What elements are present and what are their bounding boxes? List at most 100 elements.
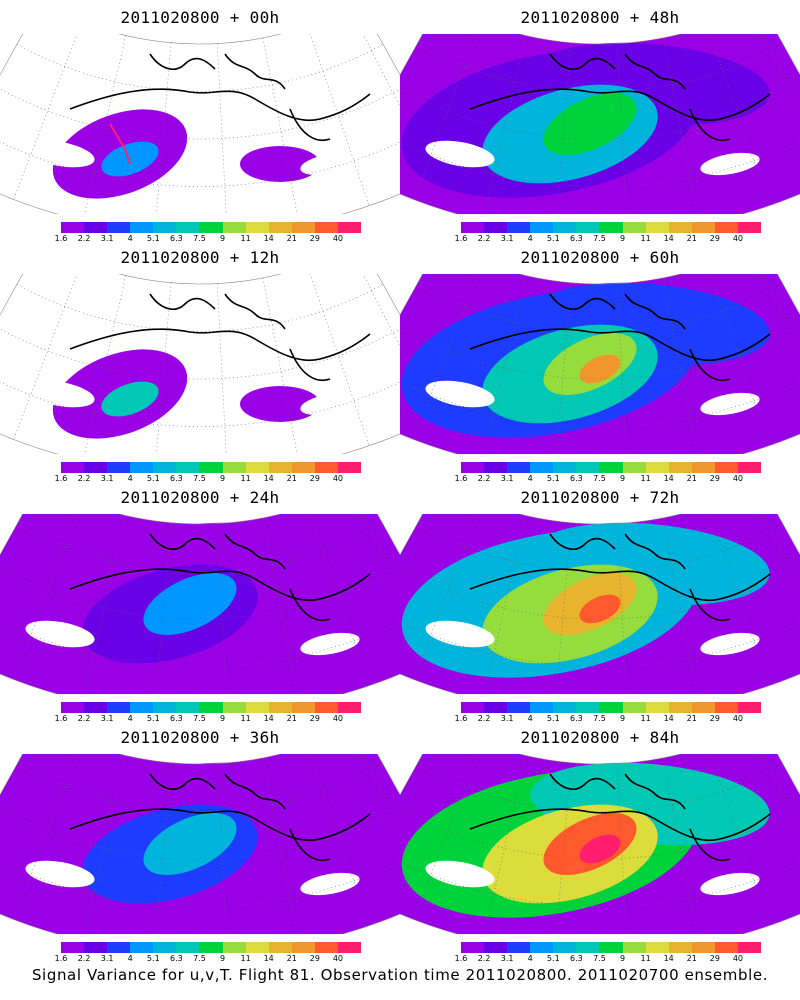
colorbar-swatch — [714, 222, 738, 233]
colorbar-label: 9 — [219, 234, 226, 243]
map-background — [0, 34, 400, 214]
colorbar-swatch — [461, 222, 485, 233]
colorbar-label: 6.3 — [170, 474, 183, 483]
colorbar-label: 6.3 — [170, 714, 183, 723]
colorbar-swatch — [245, 222, 269, 233]
colorbar-label: 14 — [663, 234, 674, 243]
field-gap — [700, 872, 760, 896]
colorbar-label: 5.1 — [146, 714, 160, 723]
field-gap — [425, 620, 495, 648]
colorbar-swatch — [645, 462, 669, 473]
colorbar-label: 21 — [686, 714, 697, 723]
colorbar-label: 14 — [663, 474, 674, 483]
colorbar-swatch — [337, 462, 362, 473]
colorbar-label: 3.1 — [500, 954, 514, 963]
colorbar-label: 40 — [332, 234, 344, 243]
colorbar-label: 11 — [240, 474, 251, 483]
colorbar-swatch — [314, 222, 338, 233]
colorbar-label: 5.1 — [146, 474, 160, 483]
coastline — [469, 773, 771, 861]
grid-parallel — [0, 88, 400, 140]
grid-parallel — [0, 808, 400, 860]
colorbar-label: 7.5 — [593, 954, 606, 963]
signal-field-core — [101, 141, 159, 177]
colorbar-p36: 1.6 2.2 3.1 4 5.1 6.3 7.5 9 11 14 21 29 40 — [55, 942, 362, 966]
coastline — [69, 773, 371, 861]
colorbar-label: 29 — [709, 954, 720, 963]
colorbar-swatch — [153, 702, 177, 713]
colorbar-label: 11 — [640, 234, 651, 243]
colorbar-label: 4 — [127, 234, 133, 243]
colorbar-label: 5.1 — [546, 714, 560, 723]
grid-parallel — [16, 763, 384, 812]
coastline — [469, 293, 771, 381]
grid-parallel — [416, 43, 784, 92]
grid-parallel — [400, 328, 800, 380]
colorbar-swatch — [599, 702, 623, 713]
signal-field-east — [240, 386, 320, 422]
field-gap — [425, 860, 495, 888]
colorbar-label: 3.1 — [100, 474, 114, 483]
colorbar-swatch — [337, 702, 362, 713]
colorbar-swatch — [61, 462, 85, 473]
grid-parallel — [16, 283, 384, 332]
colorbar-label: 29 — [309, 714, 320, 723]
colorbar-swatch — [668, 222, 692, 233]
colorbar-swatch — [222, 702, 246, 713]
field-gap — [300, 872, 360, 896]
colorbar-swatch — [107, 702, 131, 713]
colorbar-label: 40 — [732, 954, 744, 963]
colorbar-label: 11 — [240, 954, 251, 963]
colorbar-label: 7.5 — [193, 234, 206, 243]
field-gap — [700, 632, 760, 656]
colorbar-swatch — [599, 222, 623, 233]
colorbar-label: 1.6 — [454, 474, 468, 483]
map-panel-p48 — [400, 34, 800, 214]
colorbar-label: 40 — [732, 714, 744, 723]
colorbar-swatch — [668, 462, 692, 473]
colorbar-swatch — [61, 702, 85, 713]
colorbar-label: 11 — [640, 714, 651, 723]
colorbar-label: 29 — [309, 474, 320, 483]
colorbar-swatch — [130, 462, 154, 473]
signal-field-peak — [579, 834, 621, 864]
colorbar-label: 2.2 — [77, 234, 91, 243]
colorbar-label: 9 — [619, 954, 626, 963]
colorbar-label: 1.6 — [54, 954, 68, 963]
colorbar-label: 7.5 — [593, 474, 606, 483]
grid-parallel — [16, 523, 384, 572]
colorbar-label: 3.1 — [100, 714, 114, 723]
colorbar-swatch — [507, 942, 531, 953]
colorbar-swatch — [107, 222, 131, 233]
colorbar-label: 4 — [527, 714, 533, 723]
colorbar-label: 9 — [619, 234, 626, 243]
colorbar-swatch — [737, 222, 762, 233]
map-boundary — [0, 34, 400, 214]
colorbar-swatch — [268, 462, 292, 473]
figure-caption: Signal Variance for u,v,T. Flight 81. Ob… — [31, 966, 769, 984]
colorbar-swatch — [691, 462, 715, 473]
colorbar-swatch — [268, 222, 292, 233]
colorbar-swatch — [691, 222, 715, 233]
colorbar-label: 5.1 — [146, 954, 160, 963]
colorbar-label: 21 — [286, 954, 297, 963]
colorbar-swatch — [645, 702, 669, 713]
colorbar-label: 2.2 — [77, 474, 91, 483]
colorbar-swatch — [84, 702, 108, 713]
colorbar-swatch — [576, 462, 600, 473]
colorbar-swatch — [199, 222, 223, 233]
panel-title-p12: 2011020800 + 12h — [120, 248, 280, 267]
colorbar-label: 14 — [263, 474, 274, 483]
colorbar-label: 2.2 — [477, 474, 491, 483]
colorbar-swatch — [176, 942, 200, 953]
colorbar-swatch — [130, 702, 154, 713]
colorbar-swatch — [84, 222, 108, 233]
colorbar-label: 21 — [286, 474, 297, 483]
colorbar-swatch — [130, 222, 154, 233]
colorbar-swatch — [599, 462, 623, 473]
colorbar-label: 11 — [640, 474, 651, 483]
colorbar-swatch — [153, 462, 177, 473]
colorbar-label: 6.3 — [570, 954, 583, 963]
colorbar-label: 7.5 — [193, 474, 206, 483]
